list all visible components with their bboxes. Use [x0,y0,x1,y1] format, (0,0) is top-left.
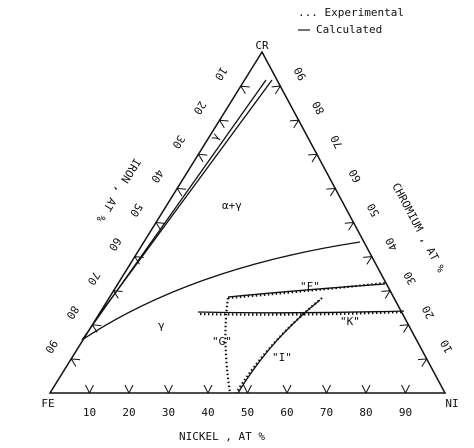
vertex-fe: FE [41,397,54,410]
tick-label: 80 [310,99,328,117]
tick-label: 90 [291,65,309,83]
region-label: α+γ [222,199,242,212]
tick-label: 70 [320,406,333,419]
tick-mark [363,256,373,265]
tick-label: 40 [383,235,401,253]
calculated-isotherm [227,283,386,298]
point-label: "F" [300,280,320,293]
tick-mark [124,384,134,395]
tick-mark [289,119,300,129]
tick-label: 20 [191,99,209,117]
tick-mark [344,221,355,231]
tick-mark [70,358,81,367]
tick-mark [85,384,94,395]
tick-mark [308,153,318,163]
tick-mark [112,290,123,299]
tick-label: 80 [359,406,372,419]
tick-mark [417,358,428,367]
tick-label: 70 [328,133,346,151]
legend-calculated: Calculated [316,23,382,36]
tick-mark [271,85,282,95]
tick-mark [176,187,187,197]
point-label: "G" [212,335,232,348]
tick-label: 90 [399,406,412,419]
experimental-curve [227,281,386,300]
tick-mark [243,384,252,395]
tick-mark [381,290,392,299]
tick-mark [361,384,371,395]
tick-label: 60 [280,406,293,419]
tick-mark [399,324,410,333]
vertex-ni: NI [445,397,458,410]
tick-mark [326,187,337,197]
experimental-curve [224,297,232,394]
tick-label: 50 [365,201,383,219]
tick-label: 40 [148,167,166,185]
tick-mark [203,384,213,395]
calculated-isotherm [197,310,405,314]
tick-mark [164,384,173,395]
tick-label: 80 [63,303,81,321]
axis-title-right: CHROMIUM , AT % [389,181,447,275]
tick-label: 50 [241,406,254,419]
tick-label: 90 [42,337,60,355]
tick-label: 30 [162,406,175,419]
tick-label: 10 [212,65,230,83]
tick-mark [91,324,102,333]
tick-label: 30 [401,269,419,287]
tick-mark [282,384,292,395]
vertex-cr: CR [255,39,269,52]
tick-mark [197,153,208,163]
tick-mark [239,85,250,94]
calculated-boundary [81,241,361,341]
tick-label: 60 [346,167,364,185]
calculated-boundary [93,79,273,323]
calculated-isotherm [237,299,321,394]
tick-mark [218,119,229,129]
tick-label: 10 [438,338,456,356]
legend-experimental: ... Experimental [298,6,404,19]
tick-label: 50 [127,201,145,219]
tick-label: 70 [85,269,103,287]
tick-mark [401,384,410,395]
tick-label: 10 [83,406,96,419]
experimental-curve [199,310,405,316]
tick-label: 30 [169,133,187,151]
tick-label: 60 [106,235,124,253]
tick-mark [322,384,331,395]
region-label: γ [158,319,165,332]
tick-mark [155,221,165,231]
tick-label: 20 [122,406,135,419]
point-label: "K" [340,315,360,328]
tick-label: 40 [201,406,214,419]
triangle-frame [48,50,447,394]
point-label: "I" [272,351,292,364]
tick-label: 20 [420,303,438,321]
axis-title-bottom: NICKEL , AT % [179,430,265,443]
region-label: γ [208,130,223,143]
tick-mark [133,256,144,265]
